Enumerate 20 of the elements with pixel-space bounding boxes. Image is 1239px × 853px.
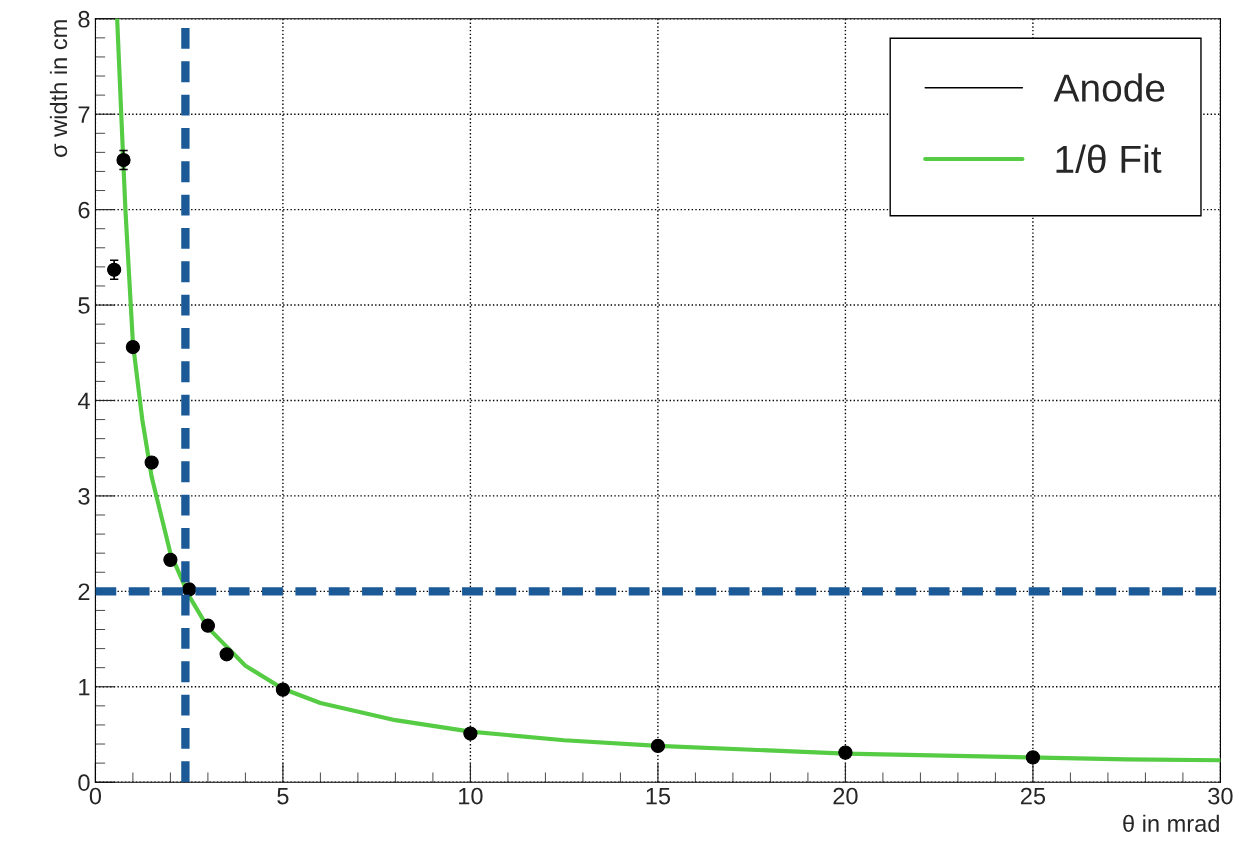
y-tick-label: 1: [79, 679, 90, 696]
legend-label: 1/θ Fit: [1056, 144, 1162, 174]
y-tick-label: 0: [78, 774, 90, 791]
x-tick-label: 5: [277, 787, 289, 805]
y-axis-title: σ width in cm: [49, 20, 68, 157]
y-tick-label: 8: [78, 10, 90, 28]
y-tick-label: 5: [78, 297, 90, 314]
x-tick-label: 25: [1020, 787, 1046, 805]
y-tick-label: 3: [78, 487, 90, 505]
x-tick-label: 10: [459, 787, 483, 805]
x-tick-label: 15: [646, 787, 671, 805]
legend-label: Anode: [1053, 73, 1165, 102]
y-tick-label: 2: [78, 583, 90, 600]
y-tick-label: 6: [78, 201, 90, 219]
x-axis-title: θ in mrad: [1123, 814, 1219, 832]
x-tick-label: 20: [833, 787, 858, 805]
x-tick-label: 30: [1208, 787, 1233, 805]
y-tick-label: 7: [78, 106, 90, 123]
x-tick-label: 0: [89, 787, 102, 805]
y-tick-label: 4: [77, 392, 90, 410]
